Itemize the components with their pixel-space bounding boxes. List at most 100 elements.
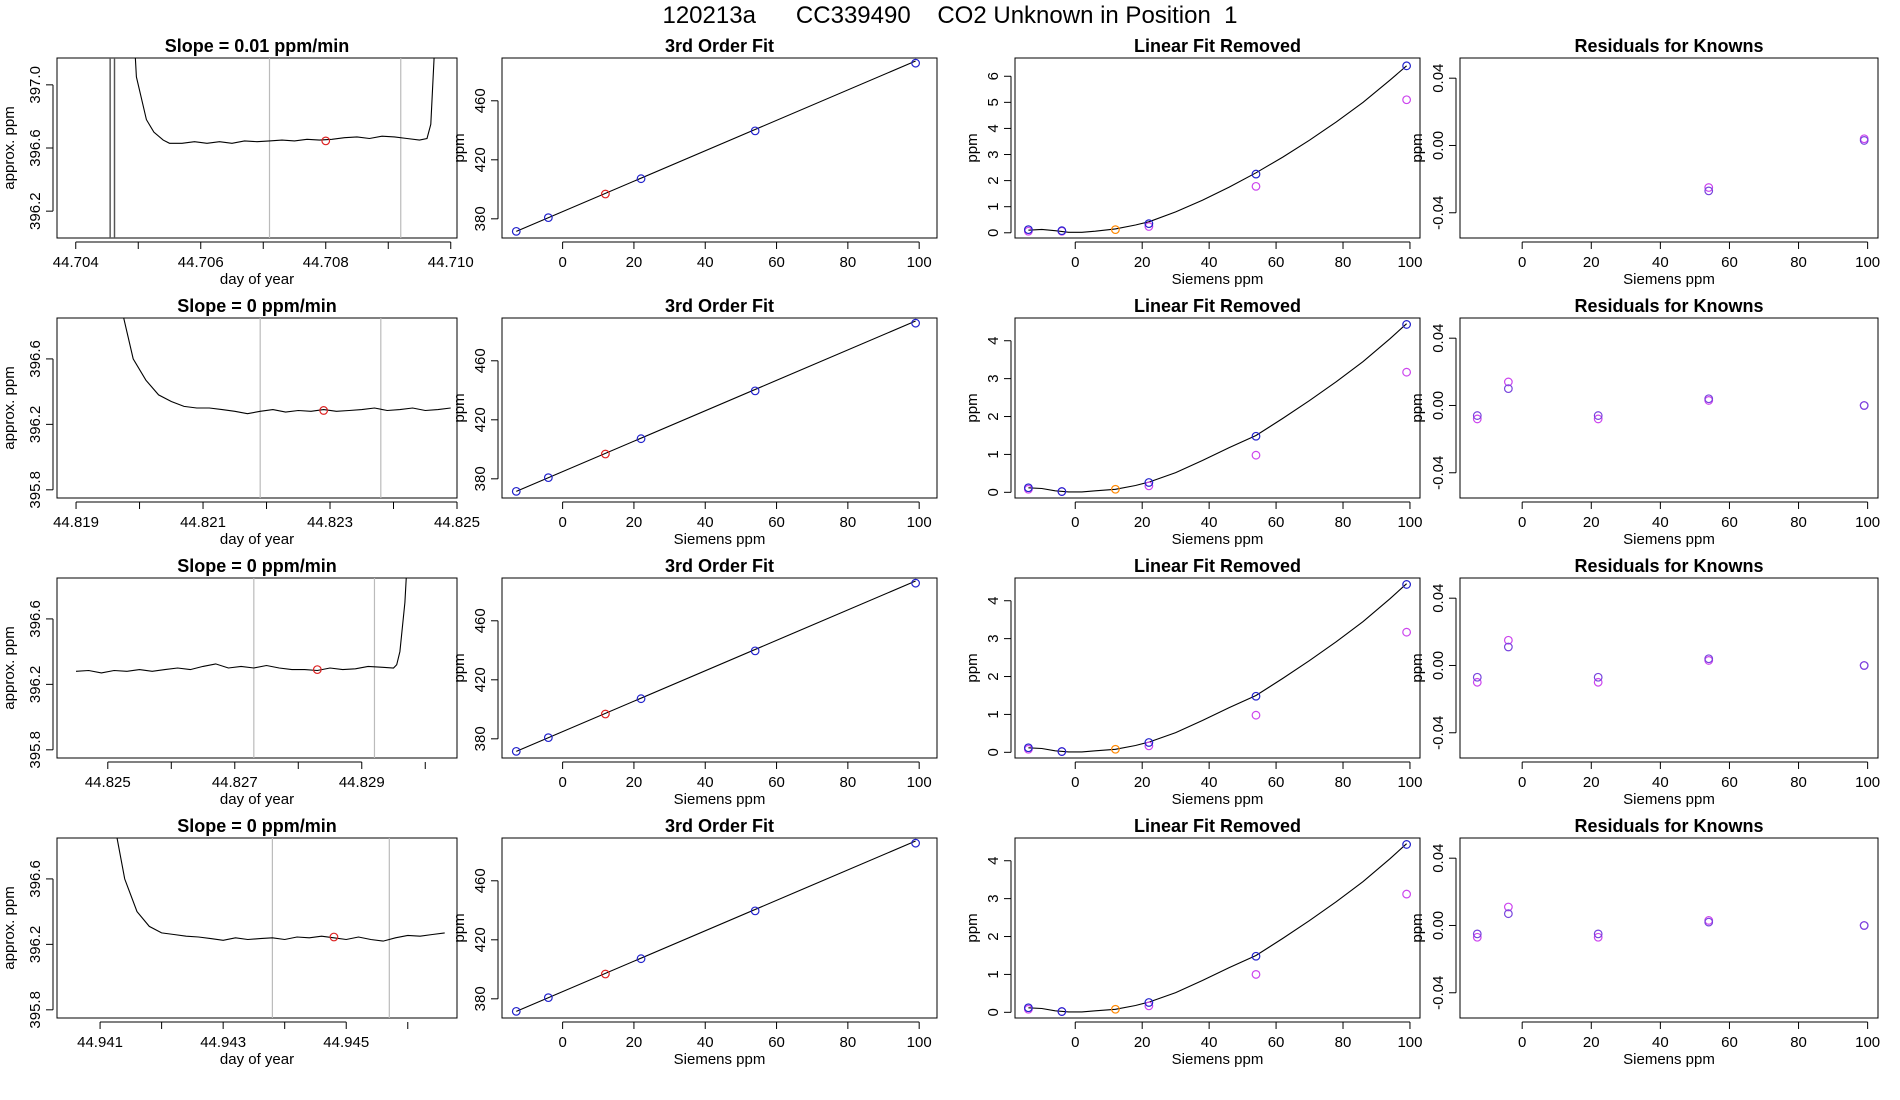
y-tick-label: -0.04: [1430, 716, 1447, 750]
point-blue: [636, 434, 646, 444]
y-axis-label: ppm: [1409, 393, 1426, 422]
y-tick-label: 396.6: [27, 340, 44, 378]
point-blue: [750, 126, 760, 136]
y-tick-label: 0: [985, 748, 1002, 756]
y-tick-label: 460: [472, 868, 489, 893]
point-blue: [1023, 743, 1033, 753]
x-tick-label: 80: [1790, 514, 1807, 531]
x-tick-label: 44.941: [77, 1034, 123, 1051]
average-marker: [312, 665, 322, 675]
plot-frame: [56, 317, 458, 499]
plot-frame: [1459, 577, 1879, 759]
point-magenta: [1144, 1001, 1154, 1011]
plot-frame: [1014, 317, 1421, 499]
x-tick-label: 44.704: [53, 254, 99, 271]
point-blue: [1704, 917, 1714, 927]
y-tick-label: 460: [472, 88, 489, 113]
y-tick-label: 396.6: [27, 860, 44, 898]
x-tick-label: 60: [1721, 774, 1738, 791]
x-tick-label: 0: [1071, 514, 1079, 531]
y-tick-label: 4: [985, 124, 1002, 132]
y-tick-label: 0.04: [1430, 584, 1447, 613]
ppm-trace: [75, 578, 407, 674]
plot-frame: [501, 317, 938, 499]
plot-area: [116, 838, 445, 1018]
y-tick-label: 0.00: [1430, 651, 1447, 680]
y-axis-label: ppm: [1409, 133, 1426, 162]
point-blue: [543, 993, 553, 1003]
panel-title: Linear Fit Removed: [1134, 296, 1301, 316]
x-tick-label: 0: [558, 774, 566, 791]
fit-line: [516, 60, 916, 232]
y-tick-label: 396.2: [27, 666, 44, 704]
x-axis-label: Siemens ppm: [1172, 271, 1264, 288]
plot-frame: [501, 837, 938, 1019]
x-tick-label: 100: [1855, 774, 1880, 791]
y-tick-label: 396.6: [27, 600, 44, 638]
x-tick-label: 0: [1518, 514, 1526, 531]
y-tick-label: 396.2: [27, 192, 44, 230]
point-blue: [750, 906, 760, 916]
x-tick-label: 60: [1721, 1034, 1738, 1051]
x-tick-label: 20: [1134, 514, 1151, 531]
point-blue: [1593, 411, 1603, 420]
point-blue: [511, 226, 521, 236]
x-tick-label: 20: [1583, 514, 1600, 531]
y-axis-label: ppm: [1409, 653, 1426, 682]
x-tick-label: 44.825: [434, 514, 480, 531]
panel-r2c2: Linear Fit Removed 0 20 40 60 80 100 0 1 2 3 4 Sieme…: [964, 556, 1422, 808]
panel-r3c2: Linear Fit Removed 0 20 40 60 80 100 0 1 2 3 4 Sieme…: [964, 816, 1422, 1068]
y-tick-label: 396.2: [27, 926, 44, 964]
point-blue: [911, 838, 921, 848]
plot-area: [511, 578, 921, 756]
plot-area: [511, 838, 921, 1016]
x-tick-label: 20: [626, 254, 643, 271]
y-axis-label: ppm: [451, 653, 468, 682]
average-marker: [329, 932, 339, 942]
x-tick-label: 100: [1397, 1034, 1422, 1051]
y-tick-label: 3: [985, 374, 1002, 382]
x-tick-label: 60: [768, 774, 785, 791]
x-tick-label: 40: [1652, 514, 1669, 531]
y-tick-label: 420: [472, 147, 489, 172]
point-magenta: [1144, 481, 1154, 491]
y-axis-label: approx. ppm: [1, 886, 18, 969]
point-magenta: [1503, 635, 1513, 645]
y-axis-label: ppm: [1409, 913, 1426, 942]
x-tick-label: 100: [1397, 254, 1422, 271]
x-tick-label: 0: [1518, 254, 1526, 271]
y-tick-label: -0.04: [1430, 456, 1447, 490]
y-tick-label: 420: [472, 407, 489, 432]
x-tick-label: 20: [1134, 254, 1151, 271]
x-tick-label: 44.823: [307, 514, 353, 531]
panel-r1c3: Residuals for Knowns 0 20 40 60 80 100 -0.04 0.0…: [1409, 296, 1880, 548]
y-axis-label: ppm: [964, 653, 981, 682]
y-tick-label: 395.8: [27, 731, 44, 769]
x-tick-label: 44.706: [178, 254, 224, 271]
plot-frame: [1459, 837, 1879, 1019]
x-tick-label: 20: [626, 774, 643, 791]
plot-frame: [501, 57, 938, 239]
y-tick-label: 380: [472, 206, 489, 231]
plot-frame: [56, 577, 458, 759]
plot-area: [511, 318, 921, 496]
panel-r3c0: Slope = 0 ppm/min 44.941 44.943 44.945 395.8…: [1, 816, 458, 1068]
y-axis-label: ppm: [451, 393, 468, 422]
x-tick-label: 60: [768, 514, 785, 531]
y-tick-label: 0: [985, 488, 1002, 496]
point-magenta: [1472, 677, 1482, 687]
point-magenta: [1144, 222, 1154, 231]
point-blue: [636, 954, 646, 964]
x-tick-label: 100: [1855, 254, 1880, 271]
point-magenta: [1402, 889, 1412, 899]
panel-title: Slope = 0 ppm/min: [177, 296, 337, 316]
plot-frame: [1014, 837, 1421, 1019]
y-axis-label: ppm: [964, 913, 981, 942]
fit-line: [516, 840, 916, 1012]
point-blue: [750, 646, 760, 656]
ppm-trace: [134, 58, 435, 144]
plot-frame: [1459, 317, 1879, 499]
x-tick-label: 100: [1397, 514, 1422, 531]
x-tick-label: 0: [1071, 1034, 1079, 1051]
